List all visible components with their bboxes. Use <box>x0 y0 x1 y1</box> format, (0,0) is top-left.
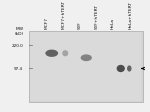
Text: SYF+hTERT: SYF+hTERT <box>94 4 99 29</box>
Bar <box>30 32 141 101</box>
Ellipse shape <box>117 65 125 73</box>
Bar <box>28 31 142 102</box>
Text: HeLa+hTERT: HeLa+hTERT <box>129 1 133 29</box>
Text: SYF: SYF <box>78 21 82 29</box>
Text: MCF7: MCF7 <box>45 17 49 29</box>
Ellipse shape <box>45 50 58 57</box>
Text: 220.0: 220.0 <box>12 43 23 47</box>
Ellipse shape <box>127 66 132 72</box>
Ellipse shape <box>81 55 92 62</box>
Text: MCF7+hTERT: MCF7+hTERT <box>61 0 66 29</box>
Ellipse shape <box>62 51 68 57</box>
Text: 97.4: 97.4 <box>14 67 23 71</box>
Text: MW
(kD): MW (kD) <box>15 27 24 36</box>
Text: HeLa: HeLa <box>111 18 115 29</box>
